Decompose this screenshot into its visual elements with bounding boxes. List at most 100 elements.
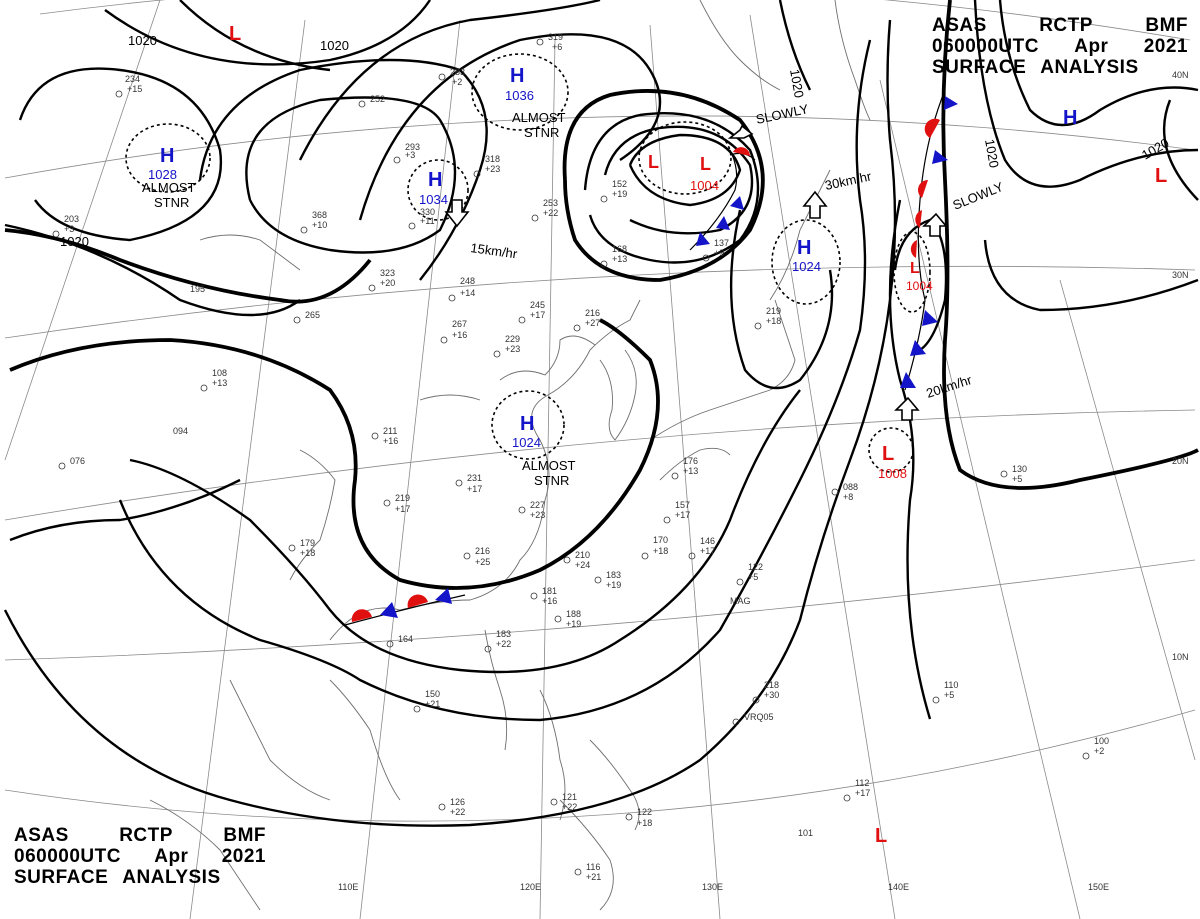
high-pressure: 1034	[419, 192, 448, 207]
station-value: 122	[748, 562, 763, 572]
station-value: +15	[127, 84, 142, 94]
station-value: +22	[496, 639, 511, 649]
station-value: +18	[637, 818, 652, 828]
cold-front-triangle	[910, 340, 926, 356]
motion-label: ALMOST STNR	[512, 110, 566, 140]
high-pressure: 1024	[792, 259, 821, 274]
station-value: 188	[566, 609, 581, 619]
high-center: H 1024	[792, 237, 821, 274]
station-value: 216	[585, 308, 600, 318]
station-circle-icon	[702, 254, 710, 262]
station-value: 137	[714, 238, 729, 248]
station-circle-icon	[563, 556, 571, 564]
graticule	[4, 0, 1196, 919]
header-word: Apr	[154, 846, 189, 867]
motion-arrows	[444, 124, 948, 421]
motion-labels: ALMOST STNR ALMOST STNR ALMOST STNR SLOWLY …	[142, 101, 1006, 488]
station-circle-icon	[1082, 752, 1090, 760]
high-center: H 1028	[148, 145, 177, 182]
station-value: VRQ05	[744, 712, 774, 722]
station-circle-icon	[600, 260, 608, 268]
header-word: 060000UTC	[932, 36, 1039, 57]
station-value: +2	[452, 77, 462, 87]
lon-label: 110E	[338, 882, 358, 892]
station-value: 116	[586, 862, 600, 872]
chart-header-top-right: ASAS RCTP BMF 060000UTC Apr 2021 SURFACE ANALYS…	[932, 15, 1188, 78]
station-circle-icon	[641, 552, 649, 560]
header-word: Apr	[1074, 36, 1109, 57]
isobar-label: 1020	[320, 38, 349, 53]
high-symbol: H	[1063, 107, 1077, 129]
station-value: +8	[843, 492, 853, 502]
header-word: ASAS	[932, 15, 987, 36]
high-center: H	[1063, 107, 1077, 129]
station-value: 076	[70, 456, 85, 466]
station-value: +17	[395, 504, 410, 514]
station-value: +19	[606, 580, 621, 590]
station-circle-icon	[368, 284, 376, 292]
station-value: 121	[562, 792, 577, 802]
station-value: +11	[420, 216, 435, 226]
station-circle-icon	[413, 705, 421, 713]
isobar-label: 1020	[982, 138, 1002, 169]
high-pressure: 1024	[512, 435, 541, 450]
station-circle-icon	[115, 90, 123, 98]
station-circle-icon	[1000, 470, 1008, 478]
station-value: 108	[212, 368, 227, 378]
cold-front-triangle	[435, 588, 452, 604]
high-center: H 1034	[419, 169, 448, 207]
station-value: +13	[612, 254, 627, 264]
station-circle-icon	[52, 230, 60, 238]
warm-front-bump	[924, 118, 940, 138]
station-circle-icon	[200, 384, 208, 392]
lon-label: 140E	[888, 882, 909, 892]
stationary-front-west	[344, 588, 466, 626]
motion-label-line: STNR	[154, 195, 189, 210]
cold-front-triangle	[900, 372, 916, 388]
header-word: SURFACE	[14, 867, 109, 888]
header-line: 060000UTC Apr 2021	[14, 846, 266, 867]
station-value: +5	[1012, 474, 1022, 484]
station-value: 168	[612, 244, 627, 254]
high-pressure: 1028	[148, 167, 177, 182]
station-value: 088	[843, 482, 858, 492]
station-circle-icon	[574, 868, 582, 876]
high-center: H 1036	[505, 65, 534, 103]
warm-front-bump	[733, 147, 750, 156]
station-circle-icon	[754, 322, 762, 330]
station-circle-icon	[371, 432, 379, 440]
arrow-icon	[894, 396, 920, 421]
station-circle-icon	[408, 222, 416, 230]
low-center: L	[1155, 165, 1167, 187]
station-value: 110	[944, 680, 958, 690]
station-circle-icon	[493, 350, 501, 358]
low-symbol: L	[648, 152, 659, 172]
station-value: 181	[542, 586, 557, 596]
station-circle-icon	[531, 214, 539, 222]
station-value: 176	[683, 456, 698, 466]
lat-label: 40N	[1172, 70, 1189, 80]
station-circle-icon	[438, 803, 446, 811]
motion-label: 15km/hr	[470, 240, 519, 261]
station-value: +19	[566, 619, 581, 629]
station-value: 323	[380, 268, 395, 278]
low-center: L 1008	[878, 443, 907, 481]
arrow-icon	[727, 124, 754, 139]
station-value: +5	[944, 690, 954, 700]
station-circle-icon	[732, 718, 740, 726]
header-line: SURFACE ANALYSIS	[932, 57, 1188, 78]
station-value: 293	[405, 142, 420, 152]
low-pressure: 1004	[906, 279, 933, 293]
station-value: +23	[485, 164, 500, 174]
station-circle-icon	[663, 516, 671, 524]
station-value: +10	[312, 220, 327, 230]
station-value: +13	[212, 378, 227, 388]
low-center: L	[229, 23, 241, 45]
station-value: +16	[383, 436, 398, 446]
header-line: ASAS RCTP BMF	[14, 825, 266, 846]
header-line: ASAS RCTP BMF	[932, 15, 1188, 36]
motion-label: ALMOST STNR	[142, 180, 196, 210]
station-value: +3	[405, 150, 415, 160]
station-value: 283	[450, 67, 465, 77]
station-value: 101	[798, 828, 813, 838]
